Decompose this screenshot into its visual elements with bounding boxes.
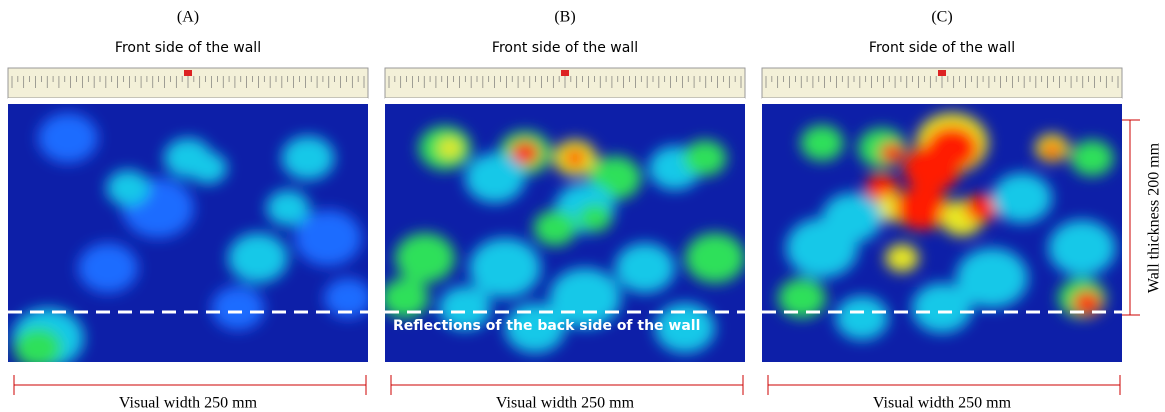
blob xyxy=(1070,140,1113,176)
scan-image xyxy=(8,98,372,368)
blob xyxy=(800,125,843,161)
blob xyxy=(912,283,972,333)
blob xyxy=(1048,220,1115,276)
ruler-marker xyxy=(561,70,569,76)
blob xyxy=(683,140,726,176)
panel-title: Front side of the wall xyxy=(492,40,638,56)
blob xyxy=(266,190,309,226)
blob xyxy=(14,328,62,368)
surface xyxy=(8,98,368,104)
panel: (A) Front side of the wall Visual width 25… xyxy=(8,9,372,412)
panel-title: Front side of the wall xyxy=(115,40,261,56)
surface xyxy=(385,98,745,104)
blob xyxy=(533,210,576,246)
panel: (B) Front side of the wall Reflections of … xyxy=(381,9,745,412)
figure: Wall thickness 200 mm (A) Front side of t… xyxy=(0,0,1165,412)
width-label: Visual width 250 mm xyxy=(496,395,635,412)
blob xyxy=(992,173,1052,223)
panel: (C) Front side of the wall Visual width 25… xyxy=(762,9,1122,412)
thickness-label: Wall thickness 200 mm xyxy=(1146,142,1163,293)
blob xyxy=(903,144,961,192)
annotation: Reflections of the back side of the wall xyxy=(393,318,700,334)
ruler-marker xyxy=(184,70,192,76)
blob xyxy=(395,233,455,283)
scan-image xyxy=(762,98,1122,362)
blob xyxy=(836,296,889,340)
blob xyxy=(885,244,919,272)
width-label: Visual width 250 mm xyxy=(873,395,1012,412)
blob xyxy=(78,243,138,293)
blob xyxy=(615,243,675,293)
blob xyxy=(578,204,612,232)
blob xyxy=(38,113,98,163)
blob xyxy=(212,286,265,330)
panel-title: Front side of the wall xyxy=(869,40,1015,56)
blob xyxy=(896,186,949,230)
panel-label: (A) xyxy=(177,9,199,26)
blob xyxy=(880,143,904,163)
blob xyxy=(282,136,335,180)
ruler-marker xyxy=(938,70,946,76)
blob xyxy=(469,238,541,298)
blob xyxy=(228,233,288,283)
blob xyxy=(685,233,745,283)
blob xyxy=(106,170,149,206)
blob xyxy=(465,153,525,203)
blob xyxy=(438,138,462,158)
blob xyxy=(1042,142,1061,158)
blob xyxy=(189,152,227,184)
surface xyxy=(762,98,1122,104)
blob xyxy=(564,149,586,167)
blob xyxy=(786,218,858,278)
panel-label: (C) xyxy=(931,9,952,26)
panel-label: (B) xyxy=(554,9,575,26)
width-label: Visual width 250 mm xyxy=(119,395,258,412)
